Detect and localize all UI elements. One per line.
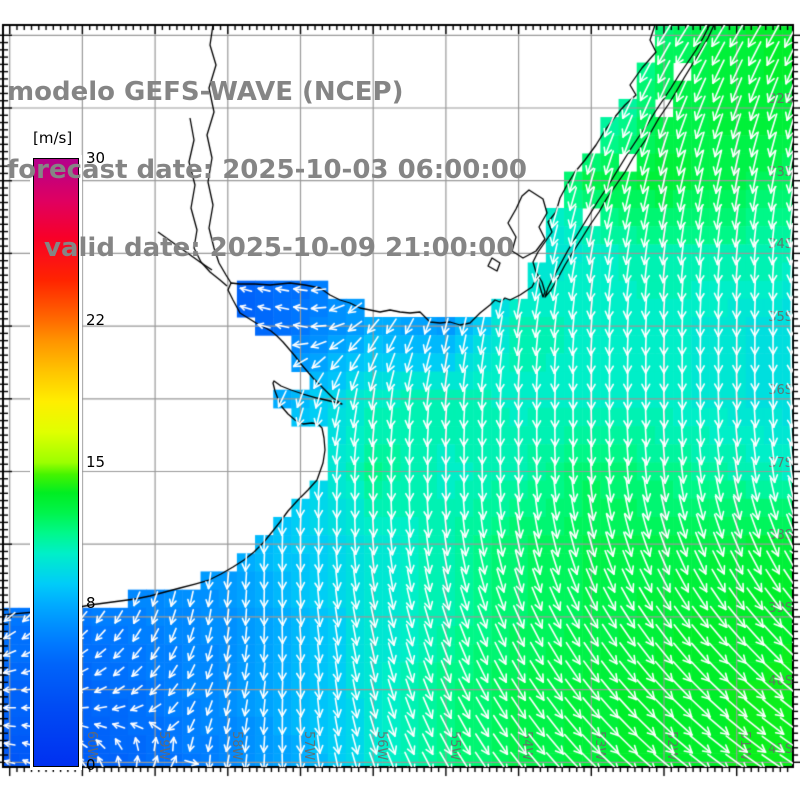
colorbar-tick-15: 15 — [86, 452, 106, 471]
model-title: modelo GEFS-WAVE (NCEP) — [7, 77, 404, 107]
valid-date: valid date: 2025-10-09 21:00:00 — [44, 233, 515, 263]
colorbar-tick-22: 22 — [86, 310, 106, 329]
colorbar-tick-8: 8 — [86, 594, 96, 613]
colorbar-tick-0: 0 — [86, 756, 96, 774]
title-block: modelo GEFS-WAVE (NCEP) forecast date: 2… — [7, 27, 527, 313]
forecast-date: forecast date: 2025-10-03 06:00:00 — [7, 155, 527, 185]
